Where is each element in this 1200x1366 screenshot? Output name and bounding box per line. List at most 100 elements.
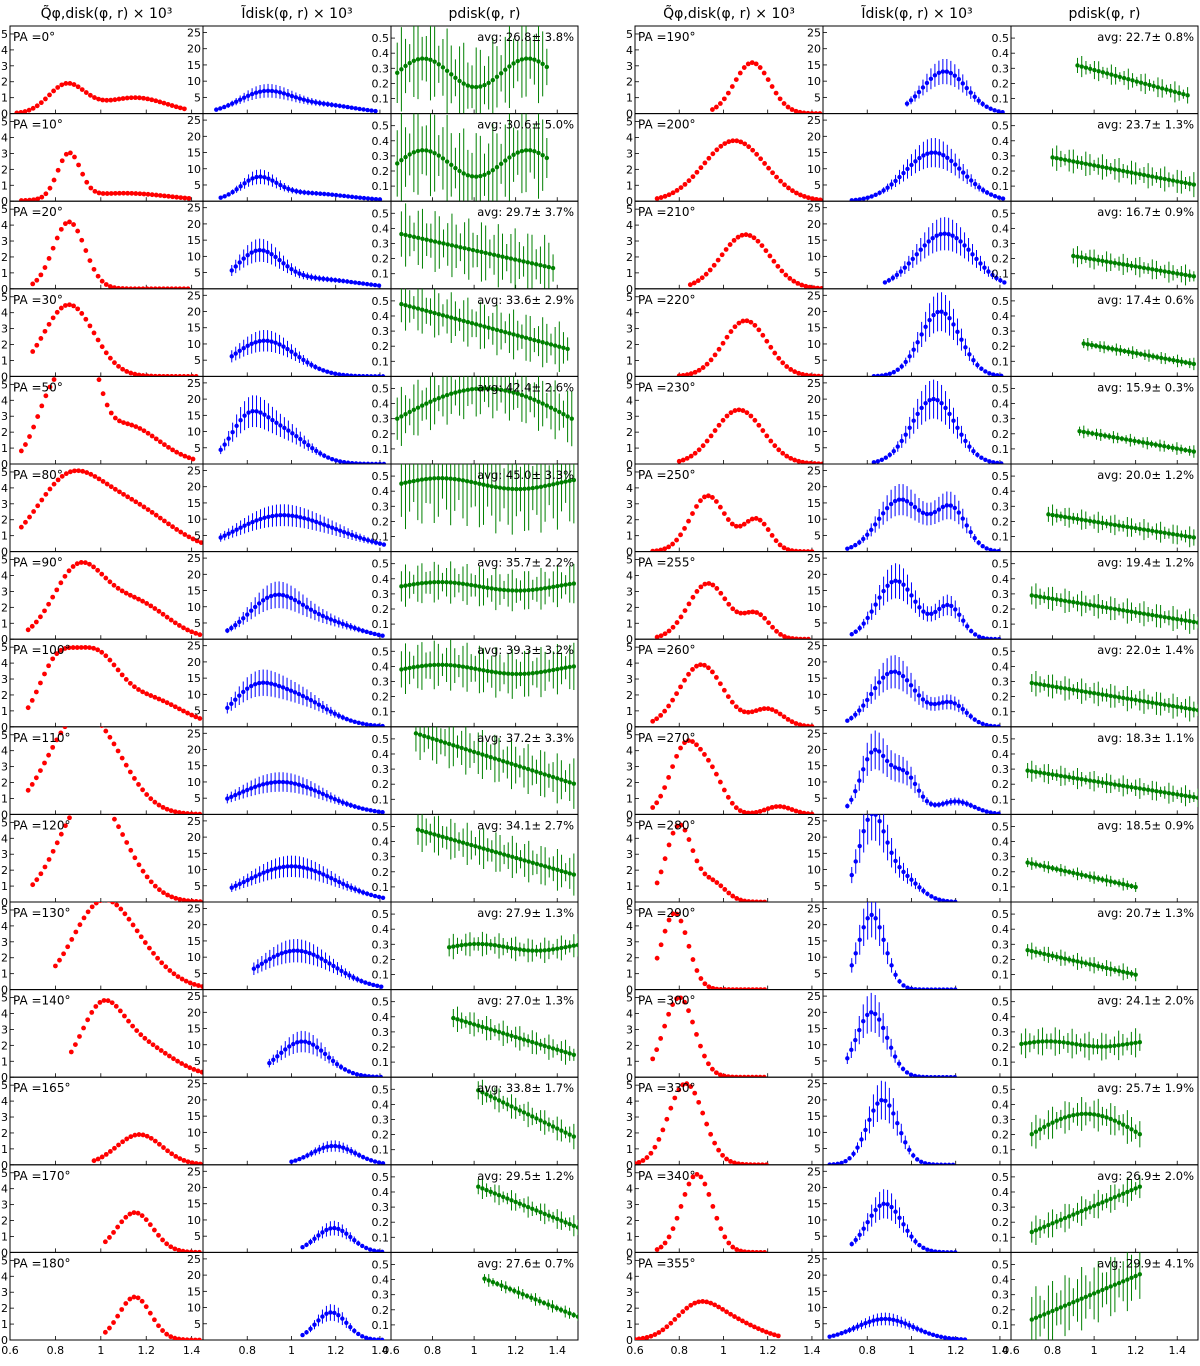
data-point: [403, 232, 408, 238]
data-point: [140, 689, 146, 695]
axes-frame: [202, 901, 392, 991]
data-point: [805, 549, 811, 552]
data-point: [120, 832, 126, 837]
data-point: [164, 700, 170, 706]
data-point: [982, 265, 987, 270]
y-tick-label: 0: [1, 195, 8, 208]
data-point: [249, 786, 254, 791]
data-point: [781, 101, 787, 106]
data-point: [924, 80, 930, 86]
data-point: [711, 262, 717, 268]
data-point: [123, 1301, 129, 1306]
data-marks: [399, 288, 570, 372]
data-point: [426, 735, 431, 740]
y-tick-label: 4: [1, 832, 8, 845]
data-point: [72, 342, 77, 347]
y-tick-label: 4: [1, 569, 8, 582]
data-point: [300, 1332, 305, 1338]
data-point: [309, 362, 314, 368]
data-point: [23, 198, 28, 202]
subplot-p_disk: 0.10.20.30.40.5 avg: 23.7± 1.3%: [992, 113, 1199, 202]
data-point: [1159, 86, 1165, 91]
data-point: [379, 984, 384, 989]
data-point: [222, 194, 227, 199]
data-point: [505, 486, 511, 491]
y-tick-label: 0.3: [372, 1113, 390, 1126]
data-marks: [1071, 246, 1197, 286]
x-tick-label: 0.8: [238, 1344, 256, 1357]
y-tick-label: 4: [626, 219, 633, 232]
data-point: [907, 425, 912, 430]
data-point: [678, 185, 684, 191]
data-point: [341, 193, 347, 199]
data-point: [42, 671, 47, 677]
data-point: [559, 777, 564, 782]
data-point: [185, 811, 190, 815]
data-point: [461, 318, 466, 324]
data-point: [721, 96, 727, 102]
data-point: [806, 195, 811, 201]
data-point: [371, 1248, 377, 1253]
data-point: [1129, 170, 1134, 175]
data-point: [310, 1042, 316, 1047]
y-tick-label: 5: [1, 729, 8, 742]
data-point: [126, 916, 132, 922]
y-tick-label: 4: [1, 1095, 8, 1108]
data-point: [111, 662, 117, 668]
data-point: [50, 656, 56, 662]
data-point: [376, 809, 381, 814]
data-point: [455, 943, 460, 949]
data-point: [710, 107, 715, 112]
data-point: [136, 782, 141, 787]
y-tick-label: 0.3: [992, 62, 1010, 75]
data-point: [745, 61, 751, 67]
data-point: [115, 667, 121, 673]
data-point: [510, 486, 515, 492]
data-marks: [395, 376, 574, 447]
data-point: [964, 85, 969, 91]
data-point: [230, 189, 235, 195]
data-point: [563, 479, 568, 484]
data-point: [935, 309, 940, 315]
subplot-p_disk: 0.10.20.30.40.5 avg: 16.7± 0.9%: [992, 200, 1199, 290]
data-point: [92, 95, 97, 100]
data-point: [494, 164, 500, 170]
data-point: [84, 470, 90, 475]
data-point: [529, 261, 535, 266]
data-point: [58, 226, 64, 232]
y-tick-label: 3: [626, 60, 633, 73]
data-marks: [18, 342, 196, 462]
data-point: [427, 580, 433, 585]
data-point: [301, 1155, 306, 1160]
data-point: [753, 516, 759, 521]
data-point: [193, 630, 199, 636]
data-point: [544, 155, 550, 161]
data-point: [936, 70, 942, 76]
data-point: [783, 272, 789, 278]
data-point: [471, 1022, 477, 1027]
data-point: [1117, 74, 1123, 80]
data-point: [777, 96, 783, 102]
avg-label: avg: 35.7± 2.2%: [477, 556, 574, 570]
data-point: [471, 941, 477, 947]
data-point: [399, 301, 404, 307]
y-tick-label: 0.3: [372, 763, 390, 776]
y-tick-label: 25: [187, 1165, 201, 1178]
data-point: [172, 1246, 178, 1252]
data-point: [246, 410, 251, 415]
data-point: [558, 1307, 564, 1313]
data-point: [756, 422, 762, 428]
data-point: [496, 943, 502, 949]
data-point: [497, 485, 503, 490]
data-point: [523, 394, 529, 399]
data-point: [703, 271, 709, 277]
data-point: [43, 96, 48, 102]
data-point: [143, 1304, 149, 1310]
data-point: [68, 1049, 74, 1055]
data-point: [156, 802, 162, 808]
data-point: [99, 344, 105, 350]
data-point: [361, 107, 366, 112]
data-point: [71, 222, 76, 227]
data-point: [567, 1051, 572, 1056]
